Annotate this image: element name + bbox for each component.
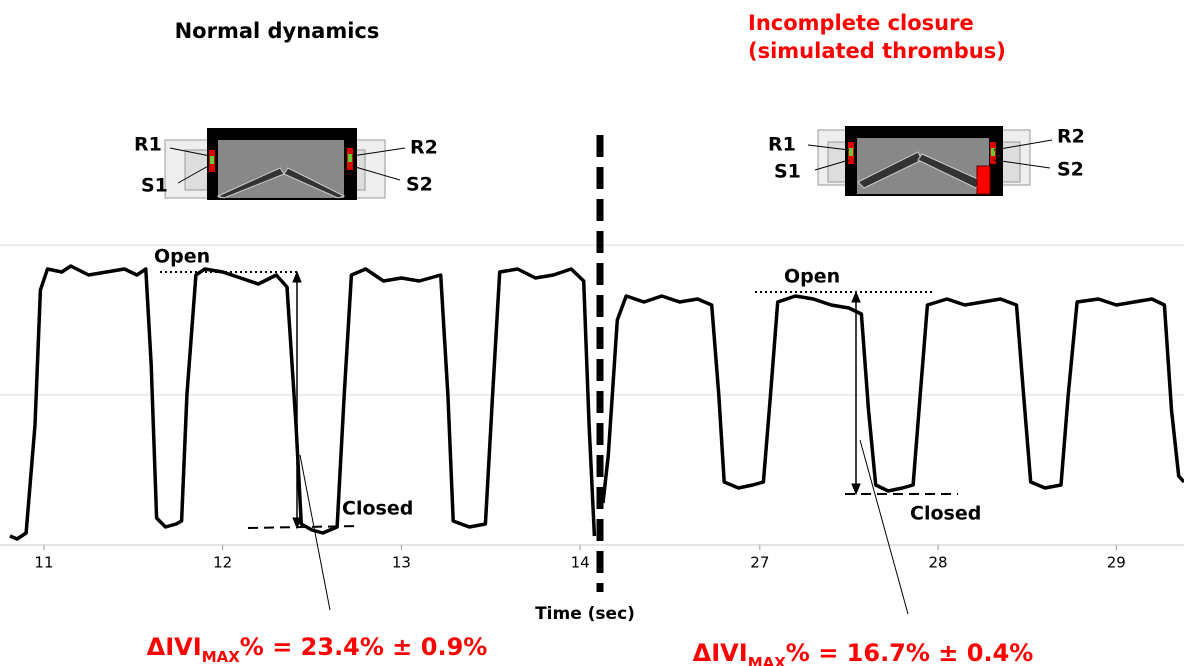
panel-title: Incomplete closure bbox=[748, 11, 974, 35]
panel-title: Normal dynamics bbox=[175, 19, 380, 43]
x-tick-label: 27 bbox=[750, 554, 769, 572]
x-tick-label: 13 bbox=[392, 554, 411, 572]
device-label: R2 bbox=[1057, 126, 1085, 148]
result-text: ΔIVIMAX% = 16.7% ± 0.4% bbox=[693, 639, 1034, 666]
signal-line bbox=[601, 294, 1184, 504]
signal-line bbox=[9, 264, 597, 541]
device-label: S2 bbox=[1057, 159, 1084, 181]
device-label: S2 bbox=[406, 174, 433, 196]
result-text: ΔIVIMAX% = 23.4% ± 0.9% bbox=[147, 633, 488, 666]
closed-label: Closed bbox=[910, 503, 981, 525]
annotation-lines bbox=[160, 270, 958, 615]
open-label: Open bbox=[784, 266, 840, 288]
x-tick-label: 28 bbox=[929, 554, 948, 572]
device-diagram bbox=[807, 126, 1053, 196]
x-tick-label: 11 bbox=[34, 554, 53, 572]
device-label: R1 bbox=[768, 134, 796, 156]
device-diagram bbox=[164, 128, 406, 200]
device-label: S1 bbox=[141, 175, 168, 197]
x-tick-label: 29 bbox=[1107, 554, 1126, 572]
device-label: R1 bbox=[134, 134, 162, 156]
x-tick-label: 12 bbox=[213, 554, 232, 572]
x-tick-label: 14 bbox=[571, 554, 590, 572]
x-axis-label: Time (sec) bbox=[535, 604, 635, 624]
device-label: S1 bbox=[774, 161, 801, 183]
closed-label: Closed bbox=[342, 498, 413, 520]
device-label: R2 bbox=[410, 137, 438, 159]
open-label: Open bbox=[154, 246, 210, 268]
panel-title: (simulated thrombus) bbox=[748, 39, 1006, 63]
